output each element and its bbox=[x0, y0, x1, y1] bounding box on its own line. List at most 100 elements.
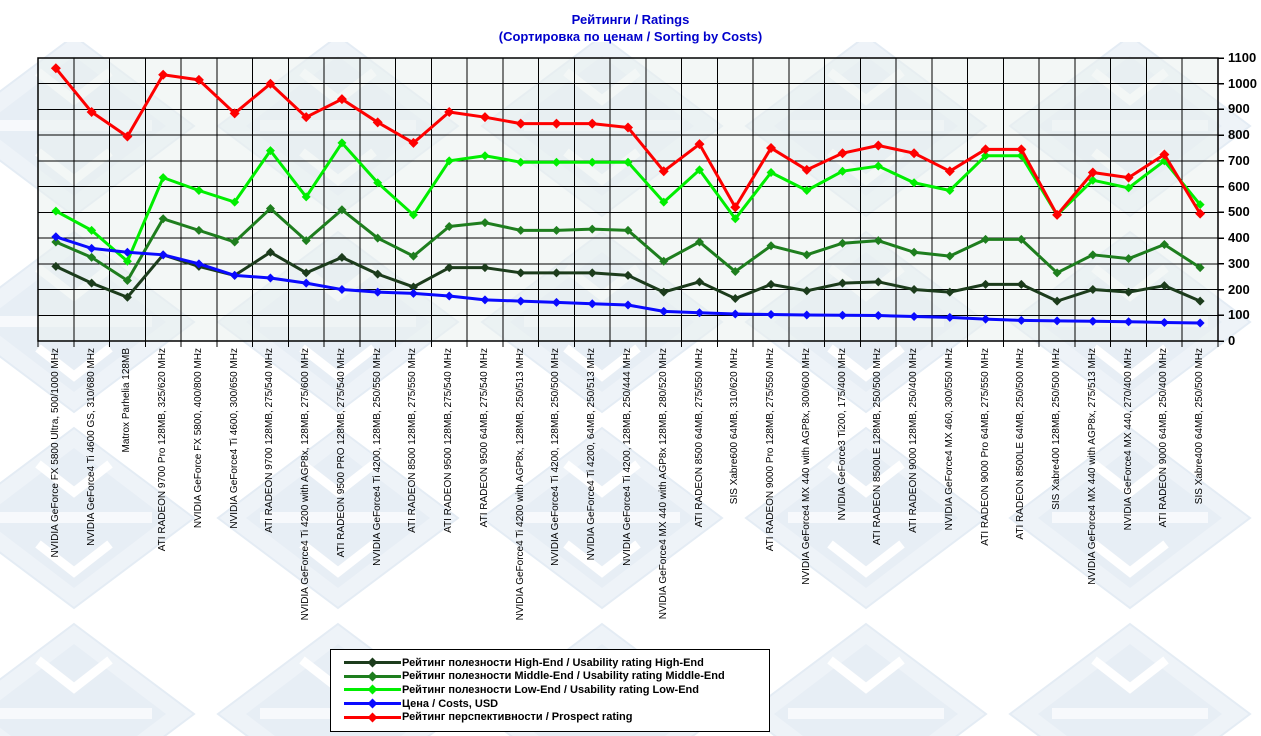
data-point-prospect bbox=[301, 112, 312, 123]
data-point-prospect bbox=[1195, 208, 1206, 219]
series-markers-low-end bbox=[51, 138, 1205, 266]
data-point-middle-end bbox=[659, 256, 669, 266]
data-point-low-end bbox=[873, 161, 883, 171]
data-point-middle-end bbox=[1088, 250, 1098, 260]
data-point-high-end bbox=[516, 268, 526, 278]
data-point-costs bbox=[194, 259, 204, 269]
data-point-prospect bbox=[766, 143, 777, 154]
data-point-costs bbox=[516, 296, 526, 306]
data-point-high-end bbox=[337, 252, 347, 262]
data-point-middle-end bbox=[945, 251, 955, 261]
x-axis-label: SIS Xabre400 128MB, 250/500 MHz bbox=[1051, 348, 1063, 510]
data-point-prospect bbox=[1016, 144, 1027, 155]
x-axis-label: NVIDIA GeForce4 Ti 4200 with AGP8x, 128M… bbox=[300, 348, 312, 621]
data-point-costs bbox=[587, 299, 597, 309]
data-point-middle-end bbox=[194, 225, 204, 235]
data-point-middle-end bbox=[873, 236, 883, 246]
data-point-high-end bbox=[87, 278, 97, 288]
data-point-middle-end bbox=[1195, 263, 1205, 273]
data-point-costs bbox=[695, 308, 705, 318]
data-point-middle-end bbox=[158, 214, 168, 224]
data-point-costs bbox=[766, 310, 776, 320]
data-point-low-end bbox=[230, 197, 240, 207]
data-point-prospect bbox=[193, 74, 204, 85]
data-point-low-end bbox=[1124, 183, 1134, 193]
x-axis-label: ATI RADEON 8500LE 128MB, 250/500 MHz bbox=[872, 348, 884, 546]
legend-label: Рейтинг полезности Middle-End / Usabilit… bbox=[402, 670, 725, 683]
data-point-prospect bbox=[909, 148, 920, 159]
data-point-prospect bbox=[658, 166, 669, 177]
y-axis-label: 900 bbox=[1228, 101, 1250, 117]
y-axis-label: 0 bbox=[1228, 333, 1236, 348]
y-axis-label: 600 bbox=[1228, 178, 1250, 194]
legend-marker-middle-end bbox=[344, 671, 401, 682]
data-point-high-end bbox=[659, 287, 669, 297]
y-axis-label: 1000 bbox=[1228, 75, 1257, 91]
chart-title-line2: (Сортировка по ценам / Sorting by Costs) bbox=[498, 29, 763, 44]
data-point-high-end bbox=[408, 282, 418, 292]
data-point-prospect bbox=[265, 78, 276, 89]
data-point-middle-end bbox=[51, 237, 61, 247]
data-point-middle-end bbox=[408, 251, 418, 261]
data-point-low-end bbox=[194, 185, 204, 195]
legend-diamond-icon bbox=[367, 698, 378, 709]
data-point-high-end bbox=[373, 269, 383, 279]
data-point-middle-end bbox=[301, 236, 311, 246]
data-point-costs bbox=[1195, 318, 1205, 328]
data-point-middle-end bbox=[909, 247, 919, 257]
data-point-low-end bbox=[158, 173, 168, 183]
data-point-costs bbox=[659, 306, 669, 316]
data-point-high-end bbox=[802, 286, 812, 296]
x-axis-label: NVIDIA GeForce3 Ti200, 175/400 MHz bbox=[836, 348, 848, 521]
data-point-low-end bbox=[551, 157, 561, 167]
data-point-prospect bbox=[873, 140, 884, 151]
data-point-low-end bbox=[51, 206, 61, 216]
y-axis-label: 500 bbox=[1228, 204, 1250, 220]
data-point-low-end bbox=[301, 192, 311, 202]
data-point-middle-end bbox=[1016, 234, 1026, 244]
legend-label: Рейтинг полезности Low-End / Usability r… bbox=[402, 683, 699, 696]
y-axis-label: 1100 bbox=[1228, 50, 1257, 65]
data-point-middle-end bbox=[265, 204, 275, 214]
data-point-high-end bbox=[301, 268, 311, 278]
x-axis-label: NVIDIA GeForce FX 5800 Ultra, 500/1000 M… bbox=[49, 348, 61, 558]
data-point-prospect bbox=[515, 118, 526, 129]
data-point-prospect bbox=[336, 94, 347, 105]
data-point-prospect bbox=[444, 107, 455, 118]
data-point-low-end bbox=[730, 214, 740, 224]
y-axis-label: 200 bbox=[1228, 281, 1250, 297]
data-point-high-end bbox=[1124, 287, 1134, 297]
legend-diamond-icon bbox=[367, 657, 378, 668]
x-axis-label: Matrox Parhelia 128MB bbox=[121, 348, 133, 453]
data-point-low-end bbox=[802, 185, 812, 195]
x-axis-label: ATI RADEON 9700 128MB, 275/540 MHz bbox=[264, 348, 276, 533]
data-point-costs bbox=[444, 291, 454, 301]
data-point-high-end bbox=[51, 261, 61, 271]
x-axis-label: ATI RADEON 9000 Pro 64MB, 275/550 MHz bbox=[979, 348, 991, 546]
x-axis-label: NVIDIA GeForce4 Ti 4600, 300/650 MHz bbox=[228, 348, 240, 529]
data-point-costs bbox=[1124, 317, 1134, 327]
data-point-high-end bbox=[1195, 296, 1205, 306]
data-series bbox=[50, 63, 1206, 328]
data-point-low-end bbox=[659, 197, 669, 207]
data-point-high-end bbox=[873, 277, 883, 287]
data-point-low-end bbox=[766, 167, 776, 177]
data-point-high-end bbox=[981, 279, 991, 289]
y-axis-label: 800 bbox=[1228, 127, 1250, 143]
data-point-middle-end bbox=[1124, 254, 1134, 264]
data-point-costs bbox=[122, 247, 132, 257]
x-axis-label: ATI RADEON 8500 64MB, 275/550 MHz bbox=[693, 348, 705, 528]
data-point-costs bbox=[337, 285, 347, 295]
x-axis-label: NVIDIA GeForce4 Ti 4200, 128MB, 250/444 … bbox=[622, 348, 633, 566]
y-axis-label: 300 bbox=[1228, 255, 1250, 271]
data-point-high-end bbox=[587, 268, 597, 278]
data-point-middle-end bbox=[838, 238, 848, 248]
data-point-middle-end bbox=[587, 224, 597, 234]
data-point-prospect bbox=[86, 107, 97, 118]
data-point-costs bbox=[909, 312, 919, 322]
data-point-middle-end bbox=[981, 234, 991, 244]
data-point-middle-end bbox=[695, 237, 705, 247]
legend-item-costs: Цена / Costs, USD bbox=[331, 697, 769, 711]
data-point-middle-end bbox=[122, 276, 132, 286]
data-point-middle-end bbox=[480, 218, 490, 228]
